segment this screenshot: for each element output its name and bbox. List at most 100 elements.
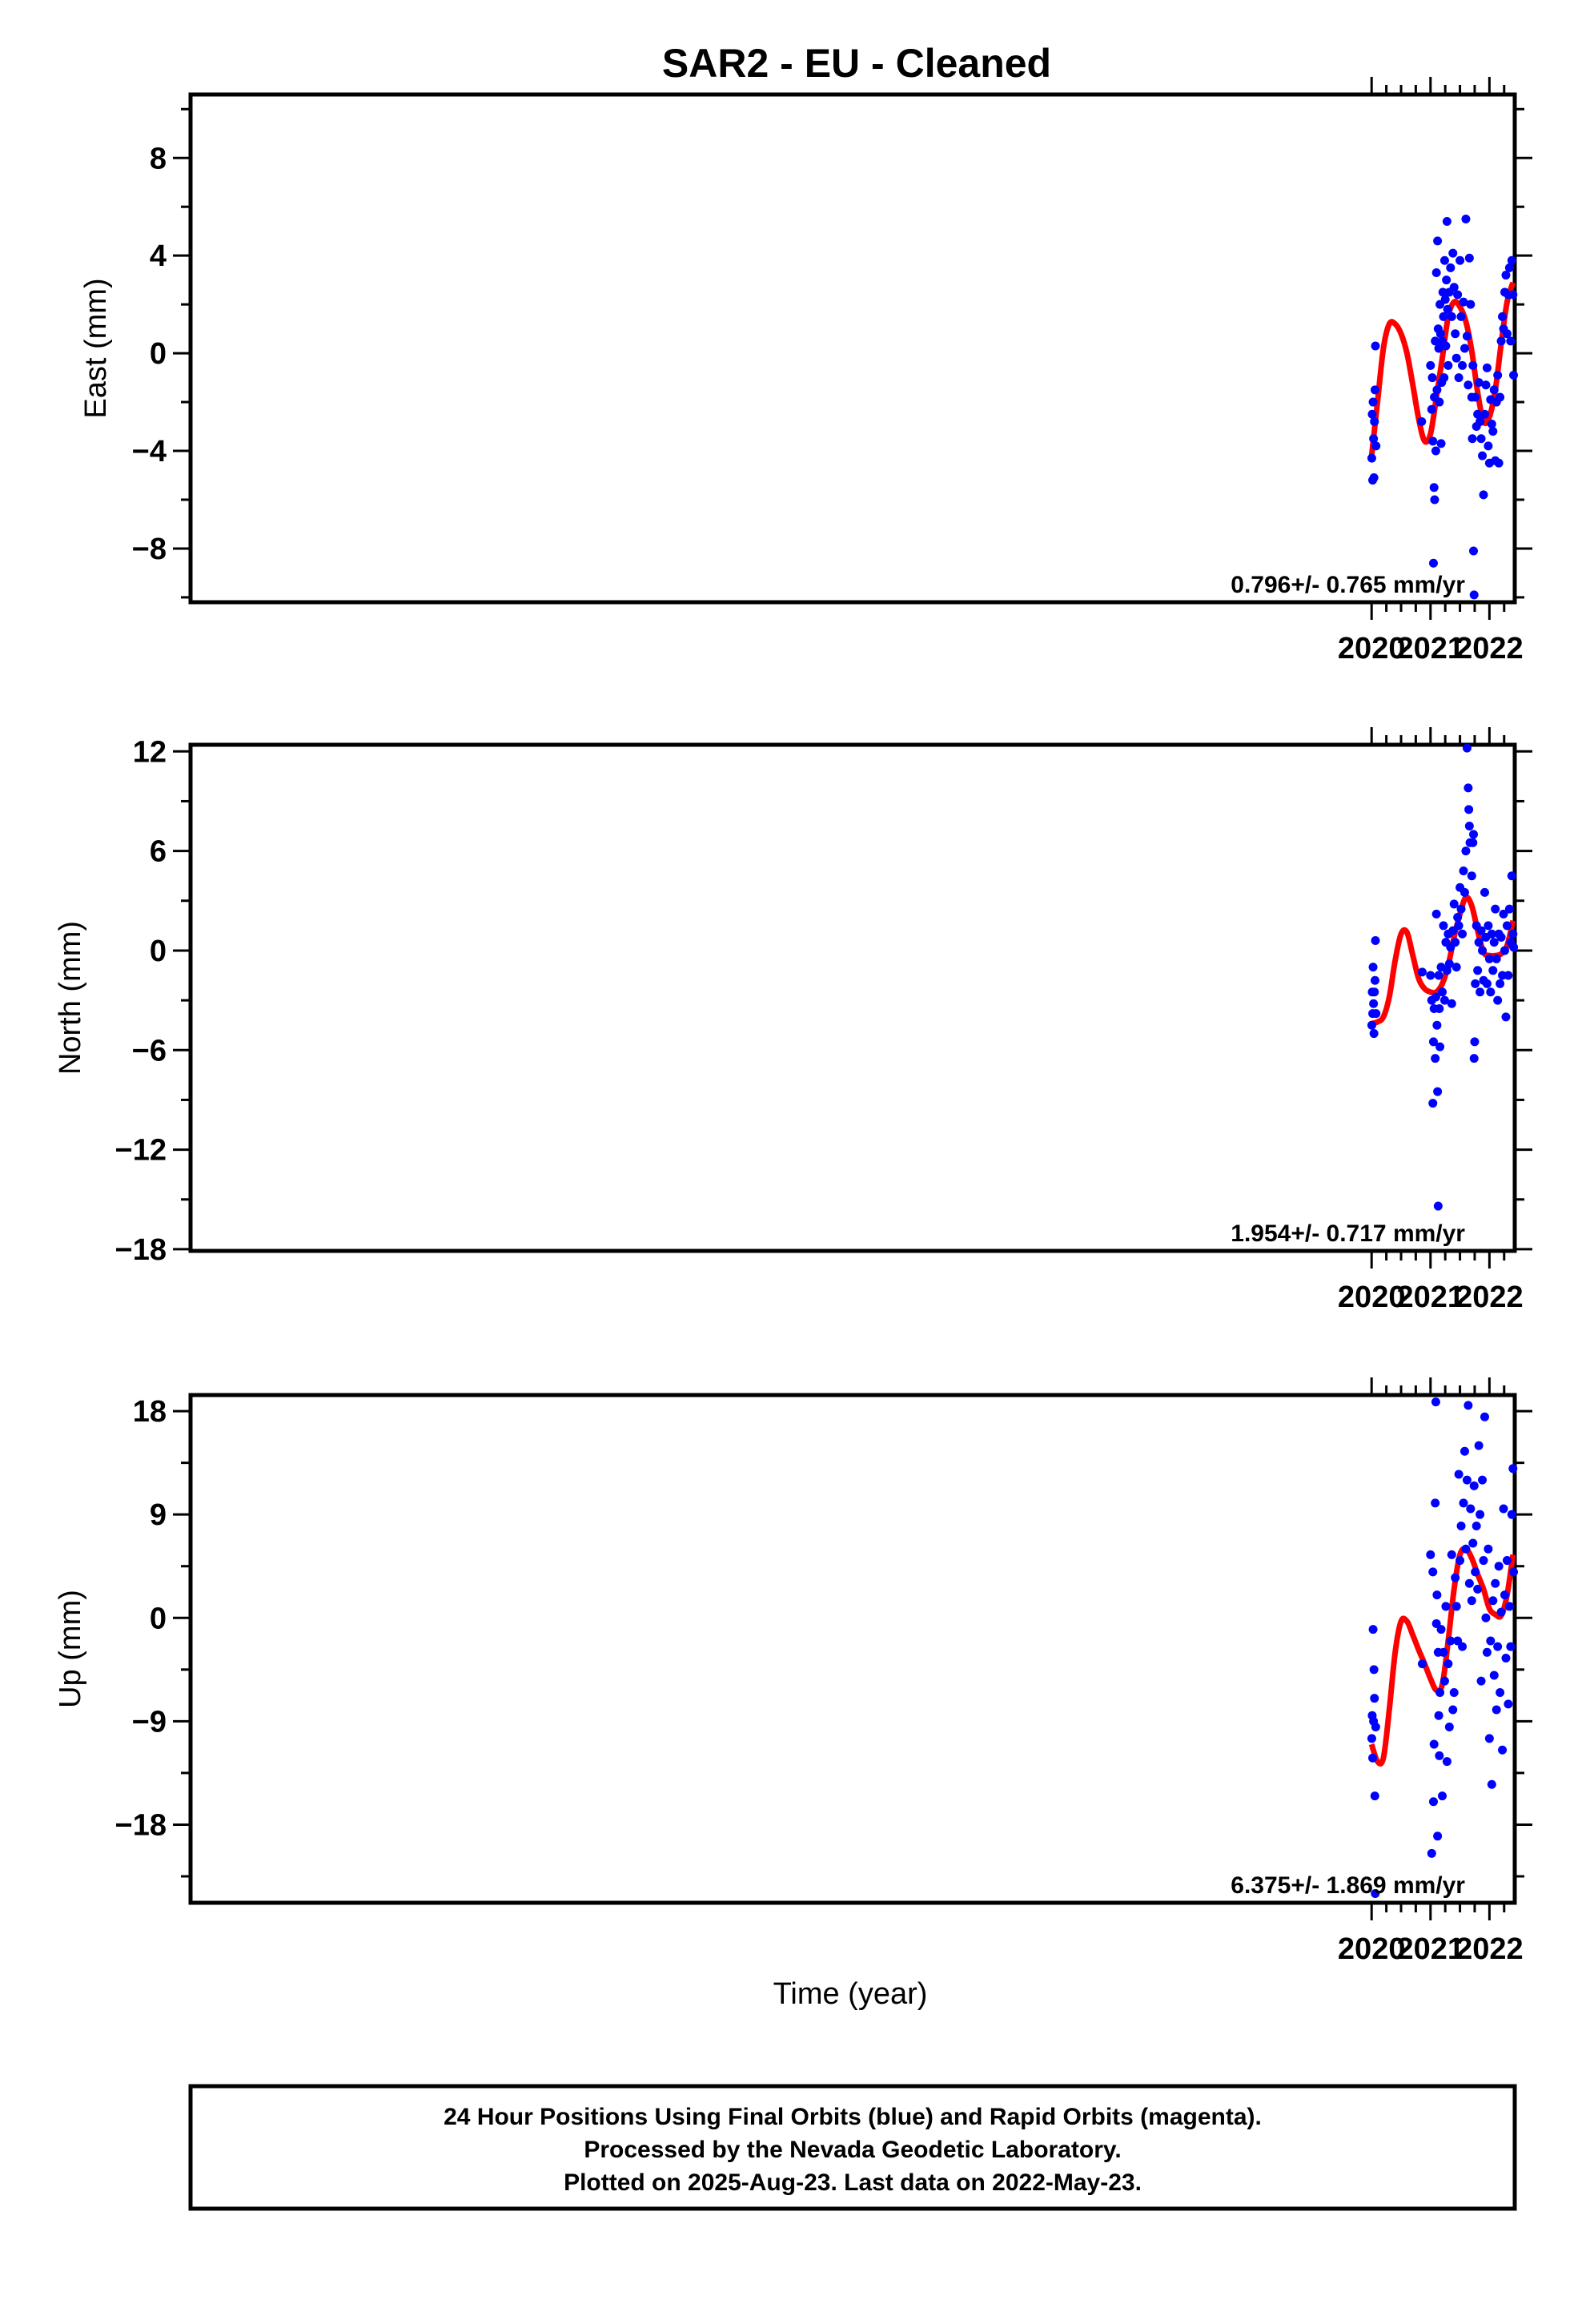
north-data-point [1367, 1020, 1376, 1030]
east-data-point [1474, 378, 1484, 388]
chart-title: SAR2 - EU - Cleaned [662, 41, 1051, 86]
north-data-point [1432, 1020, 1442, 1030]
x-tick-label: 2021 [1397, 1932, 1465, 1966]
up-data-point [1492, 1705, 1501, 1715]
north-data-point [1369, 1029, 1379, 1039]
east-data-point [1456, 255, 1465, 265]
east-data-point [1484, 441, 1493, 451]
north-data-point [1501, 1012, 1511, 1022]
y-tick-label: 9 [150, 1498, 167, 1532]
up-data-point [1509, 1567, 1519, 1577]
east-data-point [1433, 236, 1443, 246]
up-data-point [1496, 1607, 1506, 1617]
east-data-point [1448, 248, 1458, 258]
up-data-point [1469, 1481, 1479, 1490]
north-data-point [1434, 971, 1443, 980]
north-data-point [1482, 979, 1492, 988]
up-data-point [1427, 1848, 1436, 1858]
up-data-point [1473, 1584, 1483, 1594]
up-data-point [1481, 1613, 1491, 1622]
east-data-point [1468, 434, 1477, 444]
east-data-point [1439, 312, 1448, 321]
east-data-point [1431, 446, 1440, 456]
east-data-point [1438, 287, 1447, 297]
north-data-point [1467, 871, 1476, 881]
north-data-point [1439, 921, 1448, 931]
up-data-point [1436, 1625, 1446, 1634]
north-data-point [1468, 838, 1478, 847]
east-data-point [1371, 341, 1380, 351]
north-data-point [1433, 1201, 1443, 1211]
east-data-point [1442, 217, 1452, 226]
east-data-point [1428, 558, 1438, 568]
north-data-point [1499, 909, 1508, 919]
east-data-point [1468, 546, 1478, 556]
north-data-point [1493, 995, 1503, 1005]
up-data-point [1476, 1676, 1486, 1686]
north-data-point [1435, 1042, 1445, 1051]
up-data-point [1507, 1510, 1516, 1519]
up-data-point [1432, 1590, 1442, 1600]
east-data-point [1427, 373, 1437, 383]
up-data-point [1461, 1544, 1471, 1554]
east-data-point [1417, 416, 1427, 426]
east-data-point [1476, 434, 1486, 444]
east-data-point [1494, 458, 1504, 468]
east-data-point [1504, 263, 1514, 272]
east-data-point [1439, 255, 1449, 265]
y-tick-label: −12 [115, 1134, 167, 1168]
up-data-point [1417, 1659, 1427, 1669]
up-data-point [1454, 1470, 1464, 1479]
up-data-point [1449, 1688, 1459, 1698]
north-data-point [1417, 967, 1427, 977]
east-data-point [1429, 483, 1439, 493]
east-data-point [1471, 392, 1480, 402]
up-data-point [1489, 1671, 1499, 1680]
east-data-point [1476, 416, 1485, 426]
up-data-point [1500, 1590, 1509, 1600]
north-data-point [1504, 971, 1513, 980]
footer-line-1: 24 Hour Positions Using Final Orbits (bl… [444, 2104, 1262, 2130]
north-data-point [1433, 1087, 1443, 1096]
up-data-point [1431, 1397, 1440, 1407]
north-data-point [1471, 979, 1480, 988]
north-data-point [1449, 899, 1459, 909]
up-y-axis-label: Up (mm) [54, 1590, 87, 1708]
north-data-point [1468, 830, 1478, 839]
up-data-point [1482, 1647, 1492, 1657]
north-data-point [1426, 971, 1435, 980]
east-data-point [1446, 263, 1456, 272]
east-data-point [1493, 371, 1503, 380]
east-data-point [1468, 360, 1478, 370]
north-data-point [1464, 783, 1473, 793]
north-points-layer [1367, 743, 1519, 1211]
up-data-point [1442, 1757, 1452, 1767]
east-data-point [1487, 419, 1496, 428]
east-data-point [1436, 439, 1446, 448]
up-data-point [1466, 1504, 1476, 1514]
footer-box [188, 2084, 1517, 2211]
up-data-point [1439, 1676, 1449, 1686]
east-data-point [1449, 283, 1459, 292]
up-data-point [1426, 1550, 1435, 1559]
up-data-point [1458, 1642, 1468, 1651]
north-data-point [1444, 959, 1454, 969]
up-data-point [1456, 1522, 1466, 1531]
up-data-point [1431, 1498, 1440, 1508]
east-data-point [1460, 344, 1469, 353]
north-data-point [1371, 936, 1380, 946]
footer-line-2: Processed by the Nevada Geodetic Laborat… [584, 2137, 1121, 2163]
north-data-point [1508, 929, 1518, 939]
x-tick-label: 2021 [1397, 1281, 1465, 1314]
up-data-point [1471, 1567, 1480, 1577]
north-data-point [1460, 887, 1469, 897]
east-data-point [1426, 360, 1435, 370]
up-data-point [1428, 1567, 1438, 1577]
north-data-point [1447, 999, 1456, 1008]
east-data-point [1370, 385, 1379, 395]
north-data-point [1371, 1009, 1381, 1019]
